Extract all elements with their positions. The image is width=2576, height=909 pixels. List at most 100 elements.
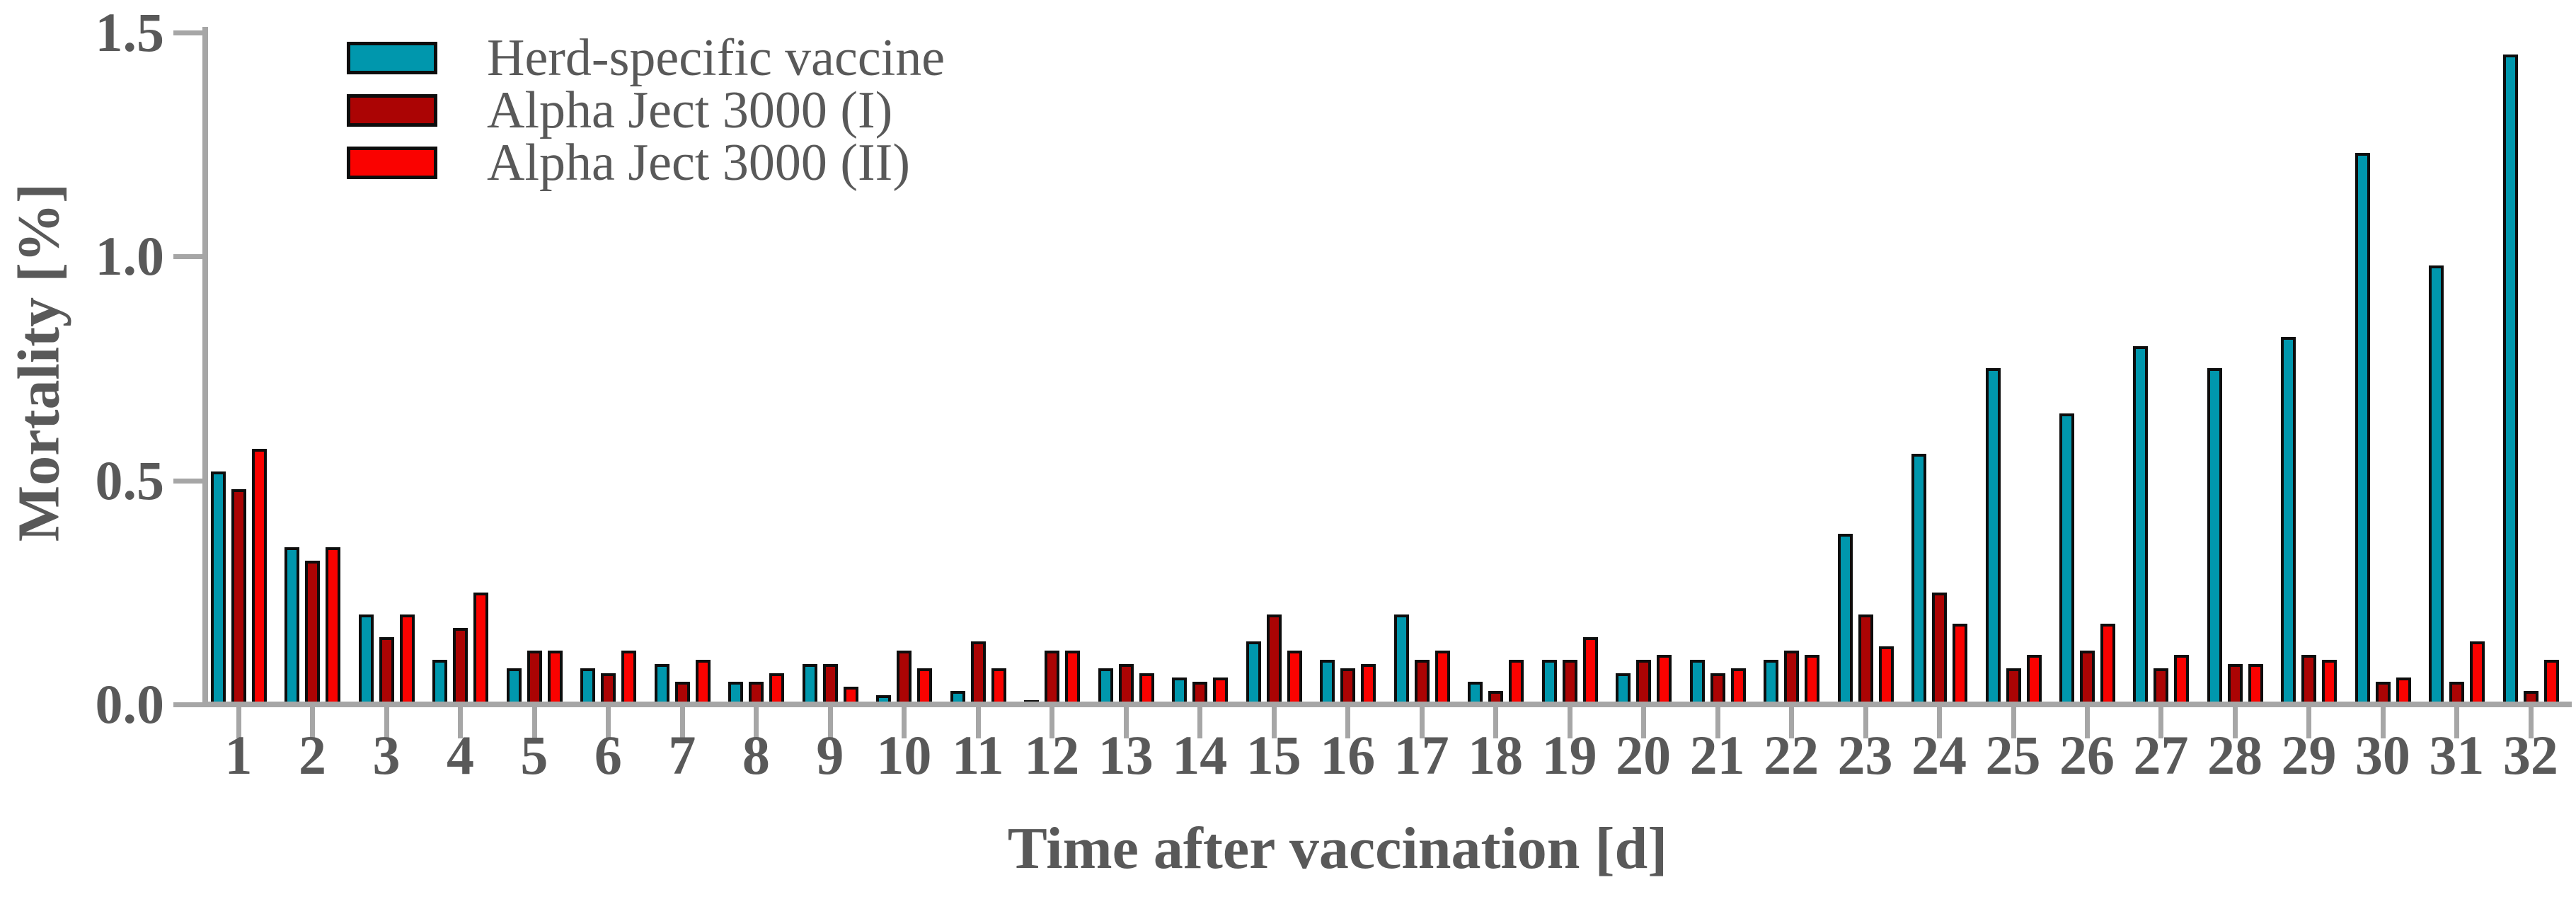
- bar-alpha-ject-3000-ii-day-21: [1730, 668, 1746, 704]
- bar-herd-specific-vaccine-day-4: [432, 660, 448, 704]
- legend-swatch-alpha-ject-2: [347, 146, 437, 179]
- legend-label: Alpha Ject 3000 (I): [487, 81, 893, 139]
- bar-alpha-ject-3000-i-day-25: [2006, 668, 2021, 704]
- x-tick: [902, 707, 907, 738]
- x-tick-label: 21: [1689, 724, 1745, 786]
- y-tick-label: 0.5: [95, 449, 165, 511]
- x-tick-label: 20: [1616, 724, 1672, 786]
- x-tick-label: 4: [446, 724, 474, 786]
- bar-alpha-ject-3000-ii-day-26: [2100, 624, 2115, 704]
- x-tick: [2232, 707, 2238, 738]
- legend-label: Alpha Ject 3000 (II): [487, 133, 910, 192]
- x-tick-label: 6: [594, 724, 622, 786]
- y-axis-line: [202, 27, 208, 707]
- bar-herd-specific-vaccine-day-30: [2354, 153, 2370, 704]
- bar-alpha-ject-3000-ii-day-8: [769, 673, 785, 704]
- x-tick: [1419, 707, 1425, 738]
- bar-herd-specific-vaccine-day-20: [1616, 673, 1631, 704]
- legend-item-alpha-ject-1: Alpha Ject 3000 (I): [347, 84, 945, 137]
- x-tick: [606, 707, 611, 738]
- bar-herd-specific-vaccine-day-17: [1393, 614, 1409, 704]
- bar-alpha-ject-3000-i-day-26: [2080, 651, 2095, 704]
- x-tick-label: 2: [298, 724, 326, 786]
- bar-herd-specific-vaccine-day-29: [2281, 337, 2296, 704]
- bar-alpha-ject-3000-ii-day-13: [1139, 673, 1154, 704]
- x-tick-label: 29: [2281, 724, 2337, 786]
- bar-alpha-ject-3000-ii-day-4: [473, 593, 489, 704]
- bar-herd-specific-vaccine-day-26: [2059, 413, 2074, 704]
- bar-alpha-ject-3000-ii-day-19: [1582, 637, 1598, 704]
- x-tick-label: 25: [1985, 724, 2041, 786]
- bar-alpha-ject-3000-ii-day-29: [2322, 660, 2338, 704]
- legend-item-herd-specific: Herd-specific vaccine: [347, 32, 945, 84]
- x-tick: [1050, 707, 1055, 738]
- bar-alpha-ject-3000-ii-day-5: [547, 651, 563, 704]
- legend: Herd-specific vaccine Alpha Ject 3000 (I…: [347, 32, 945, 198]
- x-tick: [1345, 707, 1351, 738]
- x-axis-title: Time after vaccination [d]: [1007, 816, 1668, 881]
- bar-alpha-ject-3000-i-day-15: [1266, 614, 1282, 704]
- x-tick: [2158, 707, 2164, 738]
- x-tick-label: 15: [1246, 724, 1301, 786]
- x-tick-label: 18: [1468, 724, 1524, 786]
- bar-alpha-ject-3000-i-day-10: [897, 651, 912, 704]
- x-tick-label: 32: [2502, 724, 2558, 786]
- x-tick: [1789, 707, 1795, 738]
- x-tick-label: 14: [1172, 724, 1228, 786]
- bar-herd-specific-vaccine-day-21: [1689, 660, 1705, 704]
- bar-alpha-ject-3000-i-day-28: [2227, 664, 2243, 704]
- bar-alpha-ject-3000-i-day-12: [1045, 651, 1060, 704]
- bar-alpha-ject-3000-ii-day-25: [2026, 655, 2042, 704]
- x-tick: [2380, 707, 2386, 738]
- x-tick-label: 30: [2354, 724, 2410, 786]
- x-tick: [1123, 707, 1129, 738]
- bar-alpha-ject-3000-ii-day-17: [1434, 651, 1450, 704]
- bar-herd-specific-vaccine-day-6: [580, 668, 596, 704]
- x-tick: [2528, 707, 2534, 738]
- x-tick: [384, 707, 389, 738]
- bar-alpha-ject-3000-ii-day-6: [621, 651, 637, 704]
- bar-herd-specific-vaccine-day-19: [1541, 660, 1557, 704]
- y-tick: [173, 702, 203, 707]
- x-tick: [754, 707, 759, 738]
- x-tick-label: 7: [668, 724, 696, 786]
- x-tick-label: 16: [1320, 724, 1376, 786]
- x-tick: [2306, 707, 2312, 738]
- x-tick: [827, 707, 833, 738]
- bar-alpha-ject-3000-i-day-22: [1784, 651, 1800, 704]
- bar-alpha-ject-3000-ii-day-2: [326, 547, 341, 704]
- x-tick-label: 5: [520, 724, 548, 786]
- bar-alpha-ject-3000-ii-day-1: [252, 449, 267, 704]
- bar-alpha-ject-3000-ii-day-28: [2248, 664, 2263, 704]
- bar-alpha-ject-3000-i-day-16: [1340, 668, 1356, 704]
- x-tick: [1493, 707, 1499, 738]
- x-tick: [1641, 707, 1647, 738]
- bar-herd-specific-vaccine-day-2: [284, 547, 300, 704]
- bar-herd-specific-vaccine-day-7: [654, 664, 669, 704]
- bar-alpha-ject-3000-ii-day-24: [1953, 624, 1968, 704]
- bar-alpha-ject-3000-ii-day-31: [2470, 641, 2485, 704]
- bar-herd-specific-vaccine-day-23: [1837, 534, 1853, 704]
- y-tick: [173, 478, 203, 484]
- bar-alpha-ject-3000-i-day-17: [1414, 660, 1430, 704]
- bar-alpha-ject-3000-i-day-27: [2154, 668, 2169, 704]
- x-tick-label: 9: [816, 724, 844, 786]
- x-tick-label: 31: [2429, 724, 2485, 786]
- x-tick: [2085, 707, 2090, 738]
- y-tick: [173, 254, 203, 259]
- bar-herd-specific-vaccine-day-9: [802, 664, 817, 704]
- bar-alpha-ject-3000-i-day-2: [305, 561, 321, 704]
- legend-label: Herd-specific vaccine: [487, 28, 945, 87]
- x-tick: [236, 707, 241, 738]
- bar-alpha-ject-3000-i-day-9: [822, 664, 838, 704]
- bar-alpha-ject-3000-ii-day-11: [991, 668, 1006, 704]
- bar-alpha-ject-3000-i-day-4: [453, 628, 468, 704]
- bar-herd-specific-vaccine-day-22: [1764, 660, 1779, 704]
- x-axis-line: [202, 702, 2572, 707]
- bar-alpha-ject-3000-ii-day-10: [917, 668, 933, 704]
- bar-alpha-ject-3000-ii-day-16: [1361, 664, 1376, 704]
- x-tick: [310, 707, 316, 738]
- bar-alpha-ject-3000-i-day-3: [379, 637, 394, 704]
- bar-alpha-ject-3000-i-day-29: [2301, 655, 2317, 704]
- legend-swatch-herd-specific: [347, 41, 437, 74]
